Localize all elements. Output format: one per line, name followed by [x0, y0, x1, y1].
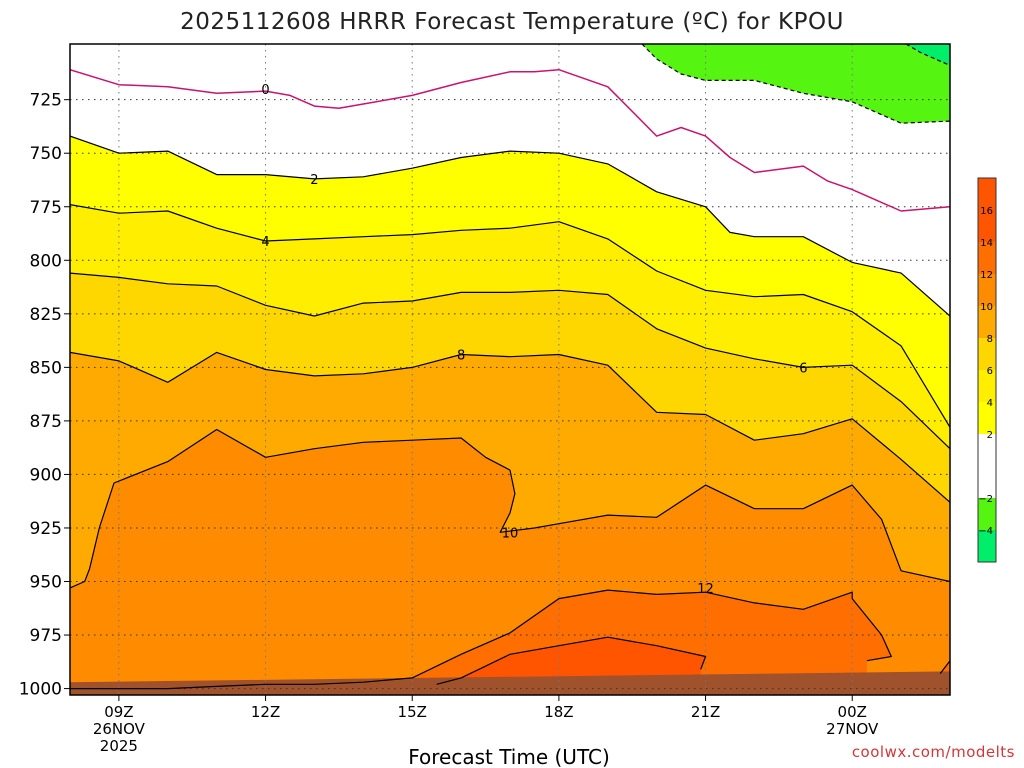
colorbar-bin [978, 306, 996, 338]
x-axis-label: Forecast Time (UTC) [408, 745, 610, 768]
colorbar-bin [978, 434, 996, 466]
ground-surface [70, 671, 950, 695]
y-tick-label: 725 [30, 91, 62, 111]
colorbar-tick-label: 2 [987, 430, 993, 441]
contour-line-8 [70, 351, 950, 503]
fill-band-minus-2 [642, 44, 950, 124]
colorbar-bin [978, 178, 996, 210]
colorbar-bin [978, 530, 996, 562]
colorbar-bin [978, 466, 996, 498]
colorbar-tick-label: 16 [980, 206, 993, 217]
contour-label-2: 2 [310, 173, 318, 188]
colorbar-tick-label: 10 [980, 302, 993, 313]
isotherm-contours [70, 44, 950, 690]
colorbar-bin [978, 210, 996, 242]
contour-line-10 [70, 428, 950, 589]
x-tick-label: 26NOV [93, 720, 146, 738]
x-tick-label: 15Z [398, 703, 427, 721]
colorbar-tick-label: 12 [980, 270, 993, 281]
y-tick-label: 975 [30, 626, 62, 646]
contour-line-12 [70, 589, 892, 690]
colorbar-tick-label: −4 [978, 526, 993, 537]
contour-label-12: 12 [697, 582, 714, 597]
y-tick-label: 925 [30, 519, 62, 539]
colorbar-frame [977, 177, 997, 563]
y-tick-label: 875 [30, 412, 62, 432]
colorbar: −4 −2 2 4 6 8 10 12 14 16 [977, 177, 997, 563]
y-tick-label: 800 [30, 251, 62, 271]
contour-label-10: 10 [502, 526, 519, 541]
contour-line-14 [436, 636, 707, 685]
colorbar-bin [978, 242, 996, 274]
x-tick-label: 27NOV [826, 720, 879, 738]
plot-frame [69, 43, 951, 696]
contour-line-minus4 [905, 44, 950, 66]
y-tick-label: 850 [30, 358, 62, 378]
contour-label-8: 8 [457, 349, 465, 364]
colorbar-bin [978, 402, 996, 434]
contour-line-2 [70, 135, 950, 317]
y-tick-label: 950 [30, 573, 62, 593]
contour-line-0 [70, 68, 950, 212]
colorbar-tick-label: 14 [980, 238, 993, 249]
contour-label-4: 4 [261, 235, 269, 250]
temperature-fills [70, 44, 950, 695]
y-tick-label: 825 [30, 305, 62, 325]
colorbar-tick-label: 8 [987, 334, 993, 345]
colorbar-bin [978, 274, 996, 306]
contour-labels: 0 2 4 6 8 10 12 [261, 83, 807, 597]
colorbar-tick-label: 6 [987, 366, 993, 377]
ground-polygon [70, 671, 950, 695]
contour-line-12 [939, 660, 950, 674]
credit-link[interactable]: coolwx.com/modelts [852, 743, 1015, 761]
contour-line-6 [70, 272, 950, 450]
x-tick-label: 12Z [251, 703, 280, 721]
colorbar-tick-label: −2 [978, 494, 993, 505]
y-tick-label: 900 [30, 465, 62, 485]
y-tick-label: 775 [30, 198, 62, 218]
y-tick-label: 750 [30, 144, 62, 164]
colorbar-bin [978, 338, 996, 370]
chart-title: 2025112608 HRRR Forecast Temperature (ºC… [180, 9, 844, 35]
plot-area[interactable] [70, 39, 955, 700]
y-tick-label: 1000 [19, 680, 62, 700]
x-tick-label: 2025 [100, 737, 138, 755]
x-tick-label: 18Z [544, 703, 573, 721]
colorbar-tick-label: 4 [987, 398, 993, 409]
colorbar-bin [978, 370, 996, 402]
pressure-axis: 725 750 775 800 825 850 875 900 925 950 975 1000 [19, 91, 70, 700]
contour-label-6: 6 [799, 361, 807, 376]
contour-line-4 [70, 204, 950, 428]
contour-line-minus2 [641, 44, 950, 124]
x-tick-label: 09Z [104, 703, 133, 721]
x-tick-label: 00Z [838, 703, 867, 721]
contour-label-0: 0 [261, 83, 269, 98]
colorbar-bin [978, 498, 996, 530]
x-tick-label: 21Z [691, 703, 720, 721]
